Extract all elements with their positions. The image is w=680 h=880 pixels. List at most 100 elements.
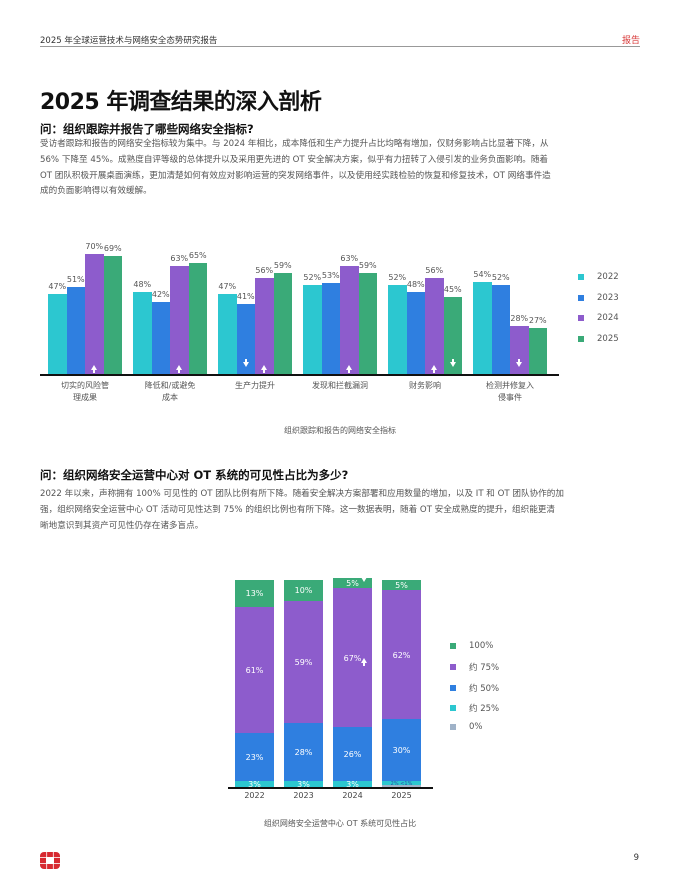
bar-2025 bbox=[273, 273, 293, 374]
bar-2022 bbox=[388, 285, 407, 374]
paragraph-line: 强，组织网络安全运营中心 OT 活动可见性达到 75% 的组织比例也有所下降。这… bbox=[40, 504, 555, 515]
segment-100% bbox=[382, 580, 421, 591]
legend-label: 100% bbox=[469, 641, 494, 651]
paragraph-line: OT 团队积极开展桌面演练，更加清楚如何有效应对影响运营的突发网络事件，以及使用… bbox=[40, 170, 551, 181]
bar-2022 bbox=[303, 285, 322, 374]
bar-2023 bbox=[321, 283, 341, 374]
section2-question: 问：组织网络安全运营中心对 OT 系统的可见性占比为多少? bbox=[40, 468, 349, 482]
segment-value-label: 3% bbox=[297, 779, 310, 789]
bar-value-label: 28% bbox=[510, 314, 529, 324]
bar-2024 bbox=[255, 278, 274, 374]
segment-value-label: 2% <1% bbox=[390, 781, 413, 787]
legend-swatch bbox=[578, 335, 584, 342]
paragraph-line: 56% 下降至 45%。成熟度自评等级的总体提升以及采用更先进的 OT 安全解决… bbox=[40, 154, 549, 165]
x-axis-category-label: 生产力提升 bbox=[235, 381, 275, 390]
segment-value-label: 67% bbox=[343, 653, 362, 663]
bar-2024 bbox=[85, 254, 104, 374]
paragraph-line: 受访者跟踪和报告的网络安全指标较为集中。与 2024 年相比，成本降低和生产力提… bbox=[40, 139, 549, 149]
x-axis-year-label: 2024 bbox=[342, 791, 363, 800]
segment-约 25% bbox=[333, 780, 372, 787]
x-axis-year-label: 2022 bbox=[244, 791, 265, 800]
bar-value-label: 63% bbox=[170, 254, 189, 264]
trend-up-arrow-icon bbox=[361, 657, 367, 666]
legend-label: 约 50% bbox=[469, 683, 500, 694]
legend-item-100%: 100% bbox=[450, 641, 493, 651]
header-divider bbox=[40, 46, 640, 47]
legend-item-2025: 2025 bbox=[578, 334, 619, 344]
segment-value-label: 62% bbox=[392, 650, 411, 660]
legend-label: 2022 bbox=[597, 272, 619, 282]
bar-chart-plot-area: 47% 48% 47% 52% 52% 54% 51% 42% 41% 53% 48% 52% 70% 6… bbox=[40, 230, 560, 374]
legend-swatch bbox=[450, 704, 456, 711]
bar-value-label: 47% bbox=[218, 281, 237, 291]
segment-value-label: 5% bbox=[346, 579, 359, 589]
stacked-bar-2024: 3% 26% 67% 5% bbox=[333, 577, 372, 789]
legend-swatch bbox=[578, 294, 584, 301]
segment-约 50% bbox=[382, 718, 421, 781]
legend-swatch bbox=[450, 684, 456, 691]
segment-约 75% bbox=[284, 600, 323, 723]
bar-value-label: 56% bbox=[425, 266, 444, 276]
bar-value-label: 45% bbox=[443, 285, 462, 295]
segment-value-label: 3% bbox=[346, 779, 359, 789]
bar-2025 bbox=[103, 256, 123, 374]
bar-2022 bbox=[133, 291, 152, 374]
bar-2025 bbox=[528, 327, 548, 374]
bar-value-label: 41% bbox=[236, 291, 255, 301]
segment-value-label: 13% bbox=[245, 589, 264, 599]
segment-约 50% bbox=[333, 726, 372, 781]
segment-100% bbox=[284, 580, 323, 601]
bar-value-label: 70% bbox=[85, 242, 104, 252]
bar-2022 bbox=[473, 281, 492, 374]
x-axis-category-label: 发现和拦截漏洞 bbox=[312, 381, 368, 390]
x-axis-line bbox=[228, 787, 433, 789]
bar-2025 bbox=[188, 262, 208, 374]
segment-约 75% bbox=[235, 606, 274, 734]
bar-2024 bbox=[170, 266, 189, 374]
paragraph-line: 2022 年以来，声称拥有 100% 可见性的 OT 团队比例有所下降。随着安全… bbox=[40, 489, 564, 499]
segment-100% bbox=[333, 577, 372, 589]
segment-value-label: 30% bbox=[392, 745, 411, 755]
bar-value-label: 48% bbox=[133, 279, 152, 289]
legend-swatch bbox=[450, 664, 456, 671]
bar-2025 bbox=[443, 297, 463, 374]
legend-item-2024: 2024 bbox=[578, 313, 619, 323]
legend-swatch bbox=[450, 724, 456, 731]
bar-value-label: 27% bbox=[528, 315, 547, 325]
legend-label: 2024 bbox=[597, 313, 619, 323]
trend-down-arrow-icon bbox=[449, 359, 456, 367]
legend-swatch bbox=[578, 315, 584, 321]
segment-约 25% bbox=[284, 780, 323, 787]
chart2-caption: 组织网络安全运营中心 OT 系统可见性占比 bbox=[263, 819, 417, 828]
bar-2023 bbox=[151, 302, 171, 374]
bar-2025 bbox=[358, 273, 378, 374]
x-axis-category-label: 检测并修复入 侵事件 bbox=[486, 381, 534, 402]
report-tag: 报告 bbox=[621, 36, 640, 46]
bar-value-label: 56% bbox=[255, 266, 274, 276]
segment-0% bbox=[382, 784, 421, 787]
segment-value-label: 28% bbox=[294, 747, 313, 757]
paragraph-line: 晰地意识到其资产可见性仍存在诸多盲点。 bbox=[40, 520, 204, 531]
segment-value-label: 59% bbox=[294, 657, 313, 667]
x-axis-year-label: 2025 bbox=[391, 791, 412, 800]
trend-up-arrow-icon bbox=[261, 365, 268, 373]
x-axis-category-label: 切实的风险管 理成果 bbox=[61, 381, 109, 402]
legend-item-约 75%: 约 75% bbox=[450, 661, 499, 673]
bar-value-label: 52% bbox=[491, 273, 510, 283]
segment-value-label: 10% bbox=[294, 586, 313, 596]
bar-value-label: 54% bbox=[473, 269, 492, 279]
chart1-caption: 组织跟踪和报告的网络安全指标 bbox=[284, 426, 396, 435]
bar-value-label: 52% bbox=[388, 273, 407, 283]
segment-约 50% bbox=[284, 722, 323, 781]
paragraph-line: 成的负面影响得以有效缓解。 bbox=[40, 186, 152, 197]
x-axis-category-label: 降低和/或避免 成本 bbox=[144, 381, 196, 402]
bar-value-label: 42% bbox=[151, 290, 170, 300]
legend-swatch bbox=[450, 643, 456, 649]
stacked-bar-2022: 3% 23% 61% 13% bbox=[235, 580, 274, 789]
section1-paragraph: 受访者跟踪和报告的网络安全指标较为集中。与 2024 年相比，成本降低和生产力提… bbox=[40, 137, 642, 200]
fortinet-logo-icon bbox=[40, 852, 60, 869]
segment-约 50% bbox=[235, 733, 274, 781]
trend-down-arrow-icon bbox=[242, 359, 249, 367]
bar-2022 bbox=[218, 293, 237, 374]
trend-up-arrow-icon bbox=[91, 365, 98, 373]
